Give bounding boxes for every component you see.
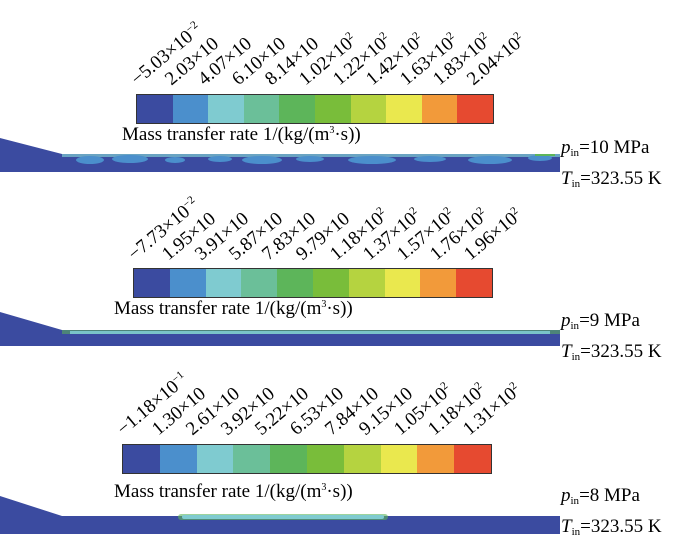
condition-labels: pin=9 MPa Tin=323.55 K bbox=[561, 310, 662, 363]
colorbar-segment-2 bbox=[169, 269, 206, 297]
colorbar bbox=[136, 94, 494, 124]
colorbar-ticks: −1.18×10−1 1.30×10 2.61×10 3.92×10 5.22×10 6.… bbox=[113, 350, 521, 440]
colorbar bbox=[133, 268, 493, 298]
colorbar-segment-6 bbox=[306, 445, 344, 473]
colorbar-segment-10 bbox=[457, 95, 493, 123]
colorbar-segment-8 bbox=[386, 95, 422, 123]
colorbar-segment-9 bbox=[421, 95, 458, 123]
colorbar-ticks: −5.03×10−2 2.03×10 4.07×10 6.10×10 8.14×10 1.… bbox=[127, 0, 525, 90]
colorbar-segment-7 bbox=[343, 445, 381, 473]
colorbar-segment-4 bbox=[241, 269, 278, 297]
colorbar-segment-10 bbox=[454, 445, 491, 473]
colorbar-segment-5 bbox=[270, 445, 307, 473]
legend-label: Mass transfer rate 1/(kg/(m3·s)) bbox=[122, 124, 361, 145]
colorbar-segment-6 bbox=[312, 269, 349, 297]
flow-field-p8 bbox=[0, 496, 560, 534]
colorbar-segment-4 bbox=[233, 445, 271, 473]
condition-labels: pin=10 MPa Tin=323.55 K bbox=[561, 137, 662, 190]
colorbar-segment-7 bbox=[348, 269, 385, 297]
colorbar-segment-3 bbox=[196, 445, 234, 473]
condition-labels: pin=8 MPa Tin=323.55 K bbox=[561, 485, 662, 538]
colorbar-segment-2 bbox=[159, 445, 197, 473]
colorbar-segment-3 bbox=[205, 269, 242, 297]
colorbar-ticks: −7.73×10−2 1.95×10 3.91×10 5.87×10 7.83×10 9.… bbox=[124, 175, 522, 265]
flow-field-p9 bbox=[0, 312, 560, 346]
colorbar-segment-8 bbox=[380, 445, 418, 473]
legend-label: Mass transfer rate 1/(kg/(m3·s)) bbox=[114, 298, 353, 319]
flow-field-p10 bbox=[0, 138, 560, 172]
colorbar-segment-1 bbox=[137, 95, 173, 123]
legend-label: Mass transfer rate 1/(kg/(m3·s)) bbox=[114, 481, 353, 502]
colorbar-segment-9 bbox=[420, 269, 457, 297]
colorbar bbox=[122, 444, 492, 474]
colorbar-segment-8 bbox=[384, 269, 421, 297]
colorbar-segment-6 bbox=[314, 95, 351, 123]
colorbar-segment-9 bbox=[417, 445, 455, 473]
colorbar-segment-7 bbox=[350, 95, 387, 123]
colorbar-segment-2 bbox=[172, 95, 209, 123]
colorbar-segment-4 bbox=[243, 95, 280, 123]
colorbar-segment-5 bbox=[279, 95, 315, 123]
colorbar-segment-10 bbox=[456, 269, 492, 297]
colorbar-segment-3 bbox=[208, 95, 244, 123]
colorbar-segment-1 bbox=[134, 269, 170, 297]
colorbar-segment-5 bbox=[277, 269, 313, 297]
colorbar-segment-1 bbox=[123, 445, 160, 473]
